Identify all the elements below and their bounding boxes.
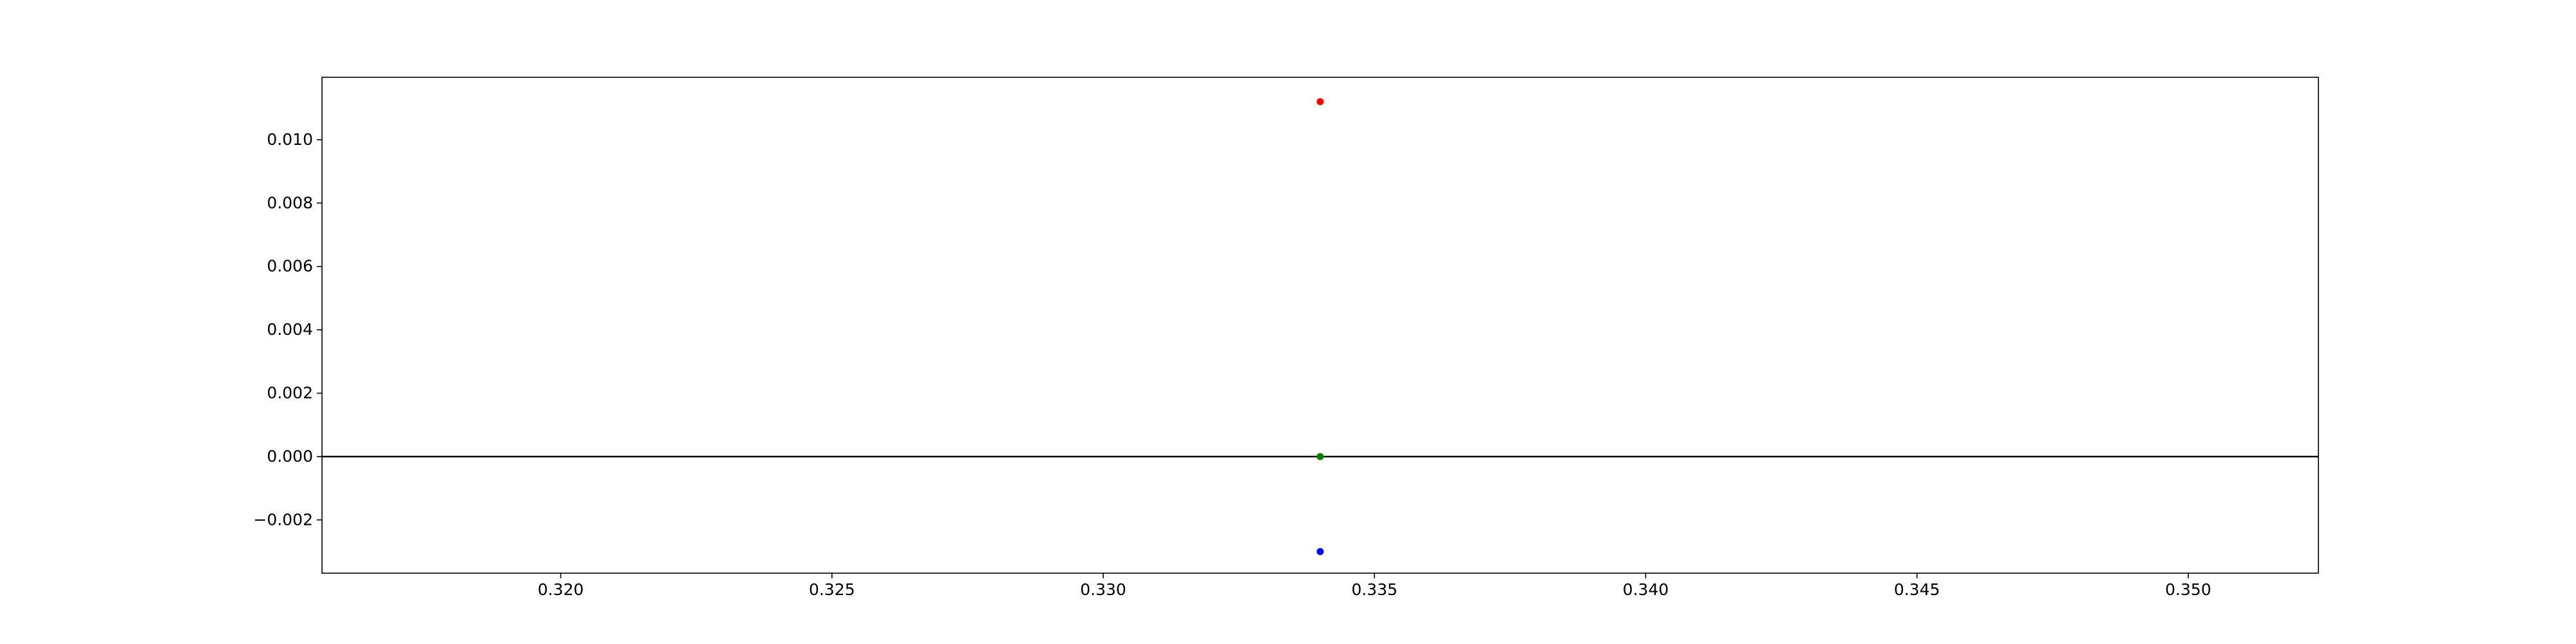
y-tick-label: 0.004 bbox=[267, 320, 313, 339]
x-tick-label: 0.335 bbox=[1351, 580, 1397, 599]
x-tick-label: 0.325 bbox=[809, 580, 855, 599]
y-axis: −0.002 0.000 0.002 0.004 0.006 0.008 0.010 bbox=[253, 130, 322, 529]
x-tick-label: 0.350 bbox=[2165, 580, 2211, 599]
plot-area bbox=[322, 98, 2318, 556]
x-tick-label: 0.345 bbox=[1894, 580, 1940, 599]
y-tick-label: −0.002 bbox=[253, 510, 313, 529]
scatter-point bbox=[1316, 548, 1324, 556]
y-tick-label: 0.010 bbox=[267, 130, 313, 149]
y-tick-label: 0.006 bbox=[267, 257, 313, 276]
y-tick-label: 0.002 bbox=[267, 384, 313, 402]
x-axis: 0.320 0.325 0.330 0.335 0.340 0.345 0.350 bbox=[538, 573, 2211, 599]
scatter-point bbox=[1316, 453, 1324, 460]
scatter-point bbox=[1316, 98, 1324, 106]
x-tick-label: 0.320 bbox=[538, 580, 584, 599]
x-tick-label: 0.330 bbox=[1080, 580, 1126, 599]
y-tick-label: 0.000 bbox=[267, 447, 313, 466]
y-tick-label: 0.008 bbox=[267, 193, 313, 212]
x-tick-label: 0.340 bbox=[1623, 580, 1669, 599]
axes-frame bbox=[321, 77, 2319, 574]
